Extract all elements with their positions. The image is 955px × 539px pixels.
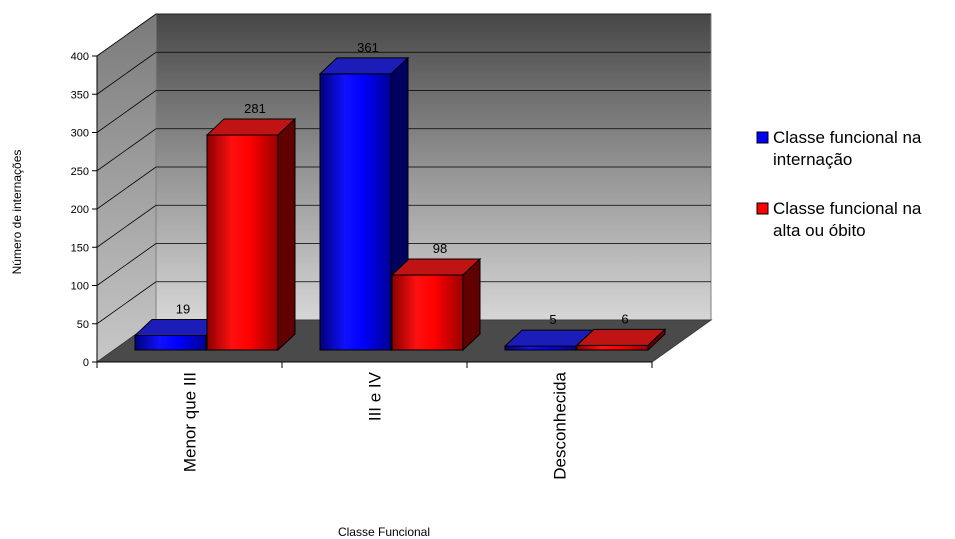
data-label: 19 bbox=[176, 301, 190, 316]
gridline bbox=[96, 51, 711, 95]
bar-front bbox=[134, 334, 207, 351]
gridline bbox=[96, 243, 711, 286]
legend-label: Classe funcional na bbox=[773, 128, 922, 147]
bar-front bbox=[576, 344, 649, 351]
y-axis-label: Número de internações bbox=[10, 150, 24, 275]
x-tick-label: Desconhecida bbox=[551, 371, 570, 479]
y-tick-label: 50 bbox=[77, 319, 89, 331]
data-label: 98 bbox=[433, 241, 447, 256]
gridline bbox=[96, 128, 711, 172]
data-label: 281 bbox=[244, 101, 266, 116]
bar-front bbox=[504, 345, 577, 351]
bar-side bbox=[647, 328, 666, 352]
x-axis-label: Classe Funcional bbox=[338, 525, 430, 539]
bar-group: 6 bbox=[575, 311, 667, 352]
x-tick-label: III e IV bbox=[366, 371, 385, 421]
legend-swatch bbox=[756, 202, 769, 215]
bar-front bbox=[206, 134, 279, 351]
x-tick-label: Menor que III bbox=[181, 372, 200, 472]
data-label: 361 bbox=[357, 40, 379, 55]
data-label: 6 bbox=[621, 311, 628, 326]
y-tick-label: 400 bbox=[71, 51, 89, 63]
y-tick-label: 350 bbox=[71, 89, 89, 101]
gridline bbox=[96, 166, 711, 210]
y-tick-label: 200 bbox=[71, 204, 89, 216]
legend-swatch bbox=[756, 131, 769, 144]
bar-side bbox=[277, 117, 296, 352]
bar-front bbox=[319, 73, 392, 351]
legend-label: Classe funcional na bbox=[773, 199, 922, 218]
legend-label: internação bbox=[773, 150, 852, 169]
x-axis: Menor que III III e IV Desconhecida bbox=[96, 361, 653, 480]
y-tick-label: 0 bbox=[83, 357, 89, 369]
legend-label: alta ou óbito bbox=[773, 221, 866, 240]
y-axis: 0 50 100 150 200 250 300 350 400 bbox=[71, 51, 98, 369]
bar-group: 281 bbox=[205, 101, 297, 352]
gridlines bbox=[96, 13, 711, 325]
y-tick-label: 100 bbox=[71, 281, 89, 293]
y-tick-label: 300 bbox=[71, 128, 89, 140]
gridline bbox=[96, 281, 711, 325]
bar-side bbox=[462, 257, 481, 352]
data-label: 5 bbox=[549, 312, 556, 327]
gridline bbox=[96, 204, 711, 248]
gridline bbox=[96, 13, 711, 57]
bar-front bbox=[391, 274, 464, 351]
gridline bbox=[96, 90, 711, 133]
bars: 19 281 361 98 5 6 bbox=[133, 40, 667, 352]
legend-item: Classe funcional na internação bbox=[756, 128, 922, 169]
bar-group: 98 bbox=[390, 241, 482, 352]
y-tick-label: 250 bbox=[71, 166, 89, 178]
y-tick-label: 150 bbox=[71, 242, 89, 254]
legend-item: Classe funcional na alta ou óbito bbox=[756, 199, 922, 240]
